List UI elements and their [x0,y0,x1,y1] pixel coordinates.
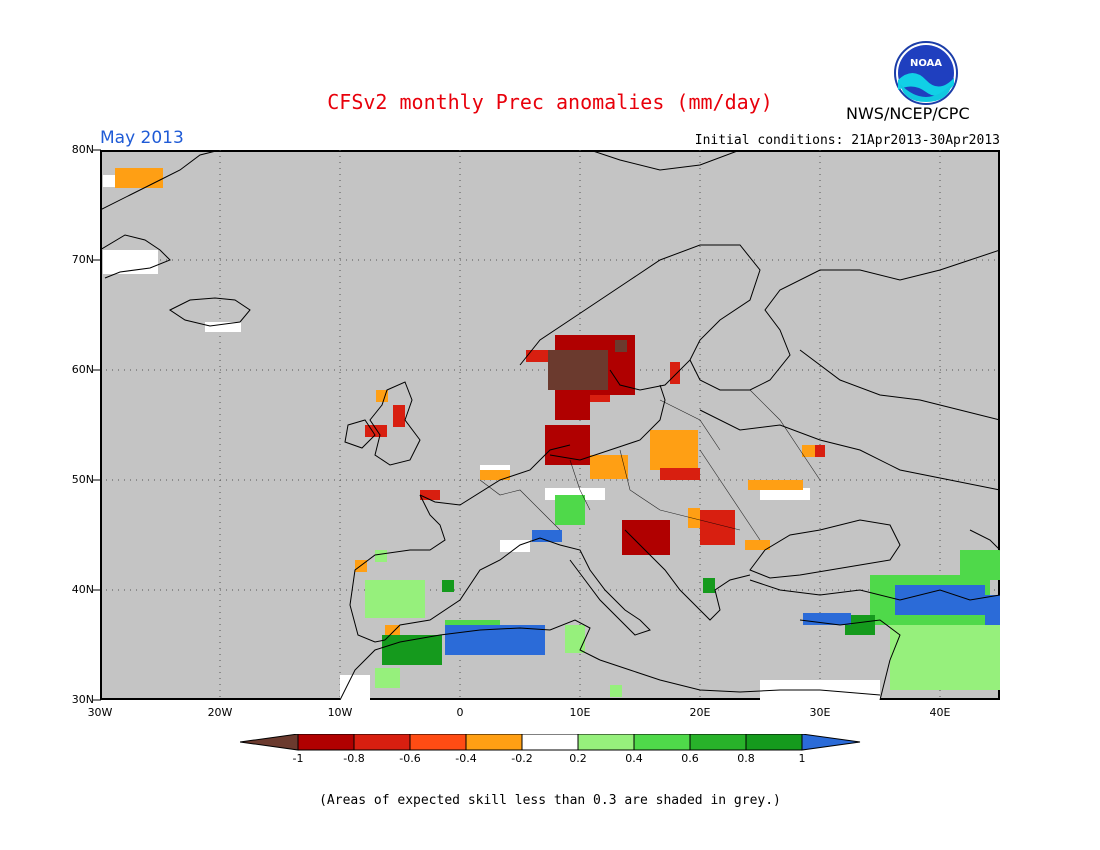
country-borders [479,389,821,541]
colorbar-label: -0.2 [511,752,533,765]
lat-label: 30N [71,693,94,706]
map-overlay [100,150,1000,700]
colorbar-label: -0.4 [455,752,477,765]
lat-ticks [93,149,101,701]
coastlines [100,150,1000,700]
lat-label: 80N [71,143,94,156]
lon-label: 10W [327,706,353,719]
lat-label: 60N [71,363,94,376]
lat-label: 40N [71,583,94,596]
lon-label: 10E [569,706,591,719]
noaa-logo: NOAA [894,41,958,105]
colorbar [240,734,861,751]
colorbar-label: -0.8 [343,752,365,765]
forecast-month: May 2013 [100,128,184,148]
colorbar-label: 0.2 [569,752,587,765]
logo-text: NOAA [910,58,942,69]
agency-label: NWS/NCEP/CPC [846,104,970,123]
lon-label: 30E [809,706,831,719]
colorbar-label: -0.6 [399,752,421,765]
anomaly-cells-darkgreen [382,578,875,665]
lat-label: 50N [71,473,94,486]
lon-label: 30W [87,706,113,719]
lat-label: 70N [71,253,94,266]
initial-conditions: Initial conditions: 21Apr2013-30Apr2013 [694,133,1000,148]
colorbar-label: 1 [798,752,806,765]
chart-title: CFSv2 monthly Prec anomalies (mm/day) [327,90,773,114]
lon-label: 20E [689,706,711,719]
lon-label: 0 [456,706,464,719]
colorbar-label: -1 [292,752,304,765]
colorbar-label: 0.4 [625,752,643,765]
anomaly-cells-brown [548,340,627,390]
anomaly-cells-orange [115,168,820,640]
colorbar-label: 0.6 [681,752,699,765]
colorbar-label: 0.8 [737,752,755,765]
anomaly-cells-lightgreen [365,550,1000,697]
footnote: (Areas of expected skill less than 0.3 a… [319,793,781,808]
lon-label: 40E [929,706,951,719]
lon-label: 20W [207,706,233,719]
